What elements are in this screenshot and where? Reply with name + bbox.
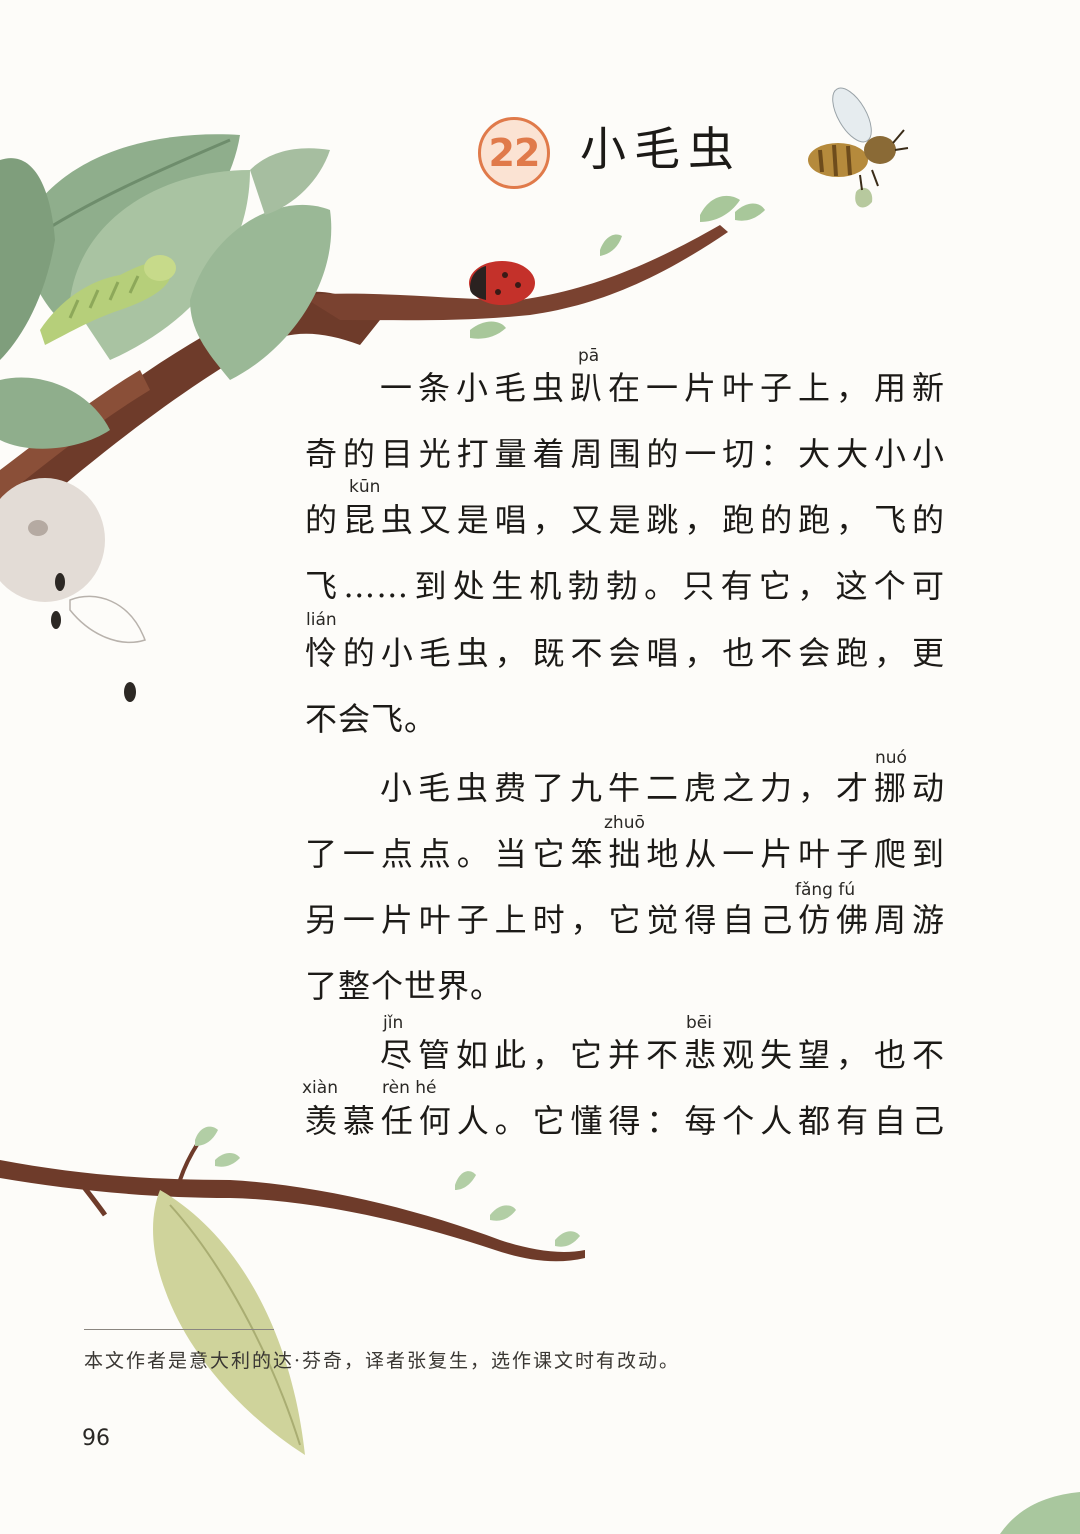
footnote: 本文作者是意大利的达·芬奇，译者张复生，选作课文时有改动。 [84, 1350, 681, 1372]
cocoon-illustration [153, 1190, 305, 1455]
paragraph-2-line-1: 小毛虫费了九牛二虎之力，才挪动 [380, 769, 945, 807]
lower-branch [0, 1138, 585, 1262]
paragraph-2-line-4: 了整个世界。 [305, 967, 504, 1005]
bee-illustration [808, 87, 909, 208]
corner-leaf [1000, 1492, 1080, 1534]
paragraph-2-line-3: 另一片叶子上时，它觉得自己仿佛周游 [305, 901, 945, 939]
paragraph-1-line-5: 怜的小毛虫，既不会唱，也不会跑，更 [305, 634, 945, 672]
pinyin-pa: pā [578, 346, 600, 366]
pinyin-kun: kūn [349, 477, 381, 497]
paragraph-1-line-1: 一条小毛虫趴在一片叶子上，用新 [380, 369, 945, 407]
caterpillar-illustration [40, 255, 176, 345]
paragraph-2-line-2: 了一点点。当它笨拙地从一片叶子爬到 [305, 835, 945, 873]
paragraph-1-line-2: 奇的目光打量着周围的一切：大大小小 [305, 435, 945, 473]
pinyin-xian: xiàn [302, 1078, 338, 1098]
lesson-title: 小毛虫 [580, 122, 742, 176]
ladybug-illustration [469, 261, 535, 305]
pinyin-bei: bēi [686, 1013, 712, 1033]
pinyin-zhuo: zhuō [604, 813, 645, 833]
paragraph-1-line-4: 飞……到处生机勃勃。只有它，这个可 [305, 567, 945, 605]
pinyin-nuo: nuó [875, 748, 907, 768]
sprouts [470, 195, 765, 339]
paragraph-1-line-3: 的昆虫又是唱，又是跳，跑的跑，飞的 [305, 501, 945, 539]
paragraph-1-line-6: 不会飞。 [305, 700, 438, 738]
nest-illustration [0, 478, 105, 602]
lower-sprouts [195, 1126, 580, 1247]
pinyin-renhe: rèn hé [382, 1078, 437, 1098]
pinyin-fangfu: fǎng fú [795, 880, 856, 900]
paragraph-3-line-1: 尽管如此，它并不悲观失望，也不 [380, 1036, 945, 1074]
paragraph-3-line-2: 羡慕任何人。它懂得：每个人都有自己 [305, 1102, 945, 1140]
pinyin-jin: jǐn [383, 1013, 404, 1033]
page-number: 96 [82, 1426, 110, 1451]
footnote-divider [84, 1329, 274, 1330]
pinyin-lian: lián [306, 610, 337, 630]
small-insects [51, 573, 146, 702]
lesson-number-badge: 22 [478, 117, 550, 189]
